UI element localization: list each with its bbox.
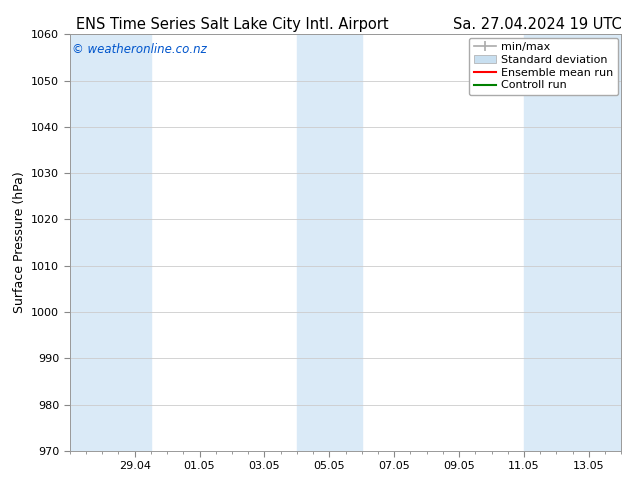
Bar: [524, 34, 621, 451]
Text: Sa. 27.04.2024 19 UTC: Sa. 27.04.2024 19 UTC: [453, 17, 621, 32]
Y-axis label: Surface Pressure (hPa): Surface Pressure (hPa): [13, 172, 25, 314]
Bar: [297, 34, 362, 451]
Bar: [70, 34, 151, 451]
Text: ENS Time Series Salt Lake City Intl. Airport: ENS Time Series Salt Lake City Intl. Air…: [76, 17, 389, 32]
Text: © weatheronline.co.nz: © weatheronline.co.nz: [72, 43, 207, 56]
Legend: min/max, Standard deviation, Ensemble mean run, Controll run: min/max, Standard deviation, Ensemble me…: [469, 38, 618, 95]
